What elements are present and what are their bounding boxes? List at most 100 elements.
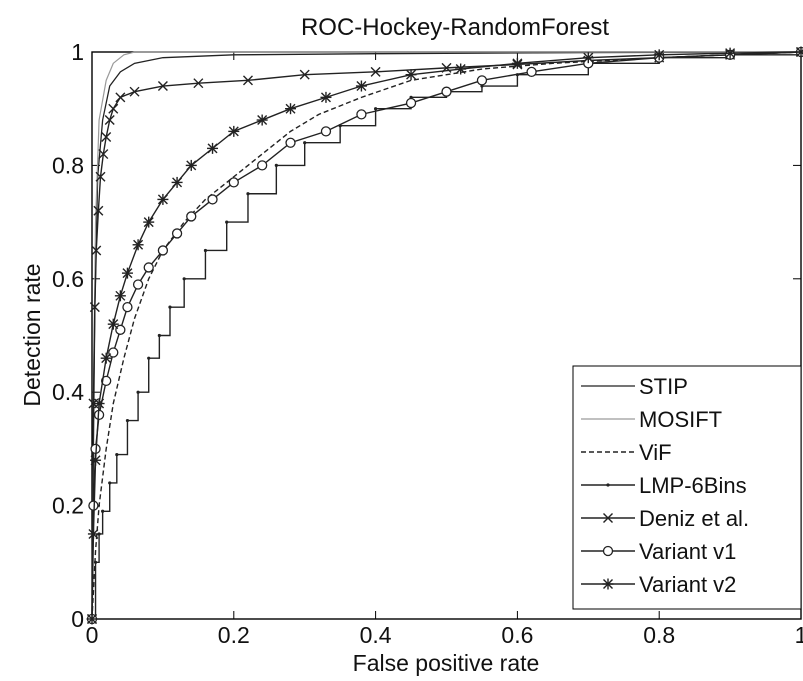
- series-4-point-15: [299, 69, 310, 80]
- series-6-point-7: [121, 267, 133, 279]
- series-3-point-18: [374, 107, 378, 111]
- series-6-point-3: [93, 398, 105, 410]
- series-5-point-4: [101, 375, 112, 387]
- series-3-point-15: [274, 163, 278, 167]
- x-axis-label: False positive rate: [353, 650, 540, 676]
- legend-entry-6: Variant v2: [581, 572, 736, 597]
- series-6-point-25: [795, 46, 803, 58]
- series-4-point-5: [95, 171, 106, 182]
- legend-label-5: Variant v1: [639, 539, 736, 564]
- series-5-point-19: [405, 97, 417, 109]
- series-5-point-1: [88, 500, 99, 511]
- legend: STIP MOSIFT ViF LMP-6Bins Deniz et al. Varian…: [572, 365, 802, 610]
- x-tick-label-5: 1: [795, 622, 803, 648]
- series-5-point-22: [526, 66, 537, 77]
- legend-marker-5: [602, 545, 614, 557]
- series-3-point-4: [108, 481, 112, 485]
- series-4-point-4: [93, 205, 104, 216]
- series-3-point-13: [225, 220, 229, 224]
- legend-label-4: Deniz et al.: [639, 506, 749, 531]
- series-2: [91, 51, 802, 620]
- series-4-point-9: [108, 103, 119, 114]
- legend-label-3: LMP-6Bins: [639, 473, 747, 498]
- series-3-point-8: [147, 356, 151, 360]
- series-5-point-10: [157, 245, 169, 256]
- series-6-point-0: [86, 613, 98, 625]
- series-5-point-20: [441, 86, 452, 97]
- legend-label-1: MOSIFT: [639, 407, 722, 432]
- series-4-point-6: [98, 149, 109, 160]
- series-6-point-12: [185, 159, 197, 171]
- legend-label-2: ViF: [639, 440, 672, 465]
- series-5-point-17: [320, 126, 332, 137]
- series-6-point-24: [724, 47, 736, 59]
- x-tick-label-2: 0.4: [360, 622, 392, 648]
- series-3-point-16: [303, 141, 307, 145]
- legend-label-6: Variant v2: [639, 572, 736, 597]
- series-6-point-18: [355, 80, 367, 92]
- series-6-point-9: [143, 216, 155, 228]
- series-5-point-12: [186, 211, 197, 222]
- series-5-point-8: [132, 279, 144, 290]
- legend-entry-1: MOSIFT: [581, 407, 722, 432]
- axis-ticks: 0 0.2 0.4 0.6 0.8 1 0 0.2 0.4 0.6 0.8 1: [52, 39, 803, 648]
- series-6-point-1: [87, 528, 99, 540]
- series-3-point-2: [97, 532, 101, 536]
- series-6-point-13: [207, 142, 219, 154]
- y-axis-label: Detection rate: [19, 263, 45, 406]
- series-3-point-3: [101, 509, 105, 513]
- y-tick-label-1: 0.2: [52, 493, 84, 519]
- y-tick-label-3: 0.6: [52, 266, 84, 292]
- legend-label-0: STIP: [639, 374, 688, 399]
- series-6-point-4: [100, 352, 112, 364]
- series-6-point-5: [107, 318, 119, 330]
- series-5-point-16: [285, 137, 296, 148]
- series-6-point-2: [90, 454, 102, 466]
- series-line-6: [91, 51, 802, 620]
- series-line-2: [91, 51, 802, 620]
- y-tick-label-0: 0: [71, 606, 84, 632]
- series-4-point-7: [101, 132, 112, 143]
- x-tick-label-0: 0: [86, 622, 99, 648]
- series-layer: [86, 46, 803, 625]
- series-5-point-14: [228, 177, 239, 188]
- series-5-point-21: [476, 75, 488, 86]
- series-6-point-15: [256, 114, 268, 126]
- series-3-point-14: [246, 192, 250, 196]
- series-6-point-8: [132, 239, 144, 251]
- series-5-point-11: [171, 228, 183, 239]
- legend-entry-3: LMP-6Bins: [581, 473, 747, 498]
- series-4-point-11: [129, 86, 140, 97]
- series-4-point-16: [370, 66, 381, 77]
- series-4-point-10: [115, 92, 126, 103]
- series-5: [86, 46, 803, 625]
- series-3-point-12: [203, 248, 208, 253]
- series-3-point-9: [157, 333, 161, 338]
- series-6-point-17: [320, 91, 332, 103]
- x-tick-label-4: 0.8: [643, 622, 675, 648]
- series-5-point-9: [143, 262, 154, 273]
- series-5-point-18: [356, 109, 367, 120]
- legend-marker-6: [602, 578, 614, 590]
- series-3-point-7: [136, 390, 140, 394]
- series-3-point-5: [115, 452, 119, 457]
- x-tick-label-1: 0.2: [218, 622, 250, 648]
- series-3-point-10: [168, 305, 172, 309]
- legend-marker-3: [606, 483, 610, 487]
- series-4-point-12: [157, 81, 168, 92]
- legend-entry-0: STIP: [581, 374, 688, 399]
- series-3-point-1: [93, 560, 98, 564]
- legend-marker-4: [603, 513, 613, 523]
- series-6-point-21: [511, 57, 523, 69]
- series-5-point-7: [122, 301, 133, 313]
- series-3-point-11: [182, 277, 186, 281]
- series-6-point-10: [157, 193, 169, 205]
- series-6-point-14: [228, 125, 240, 137]
- legend-box: [572, 365, 802, 610]
- series-5-point-13: [207, 194, 218, 205]
- series-6-point-22: [582, 52, 594, 64]
- series-6-point-16: [285, 103, 297, 115]
- y-tick-label-5: 1: [71, 39, 84, 65]
- x-tick-label-3: 0.6: [501, 622, 533, 648]
